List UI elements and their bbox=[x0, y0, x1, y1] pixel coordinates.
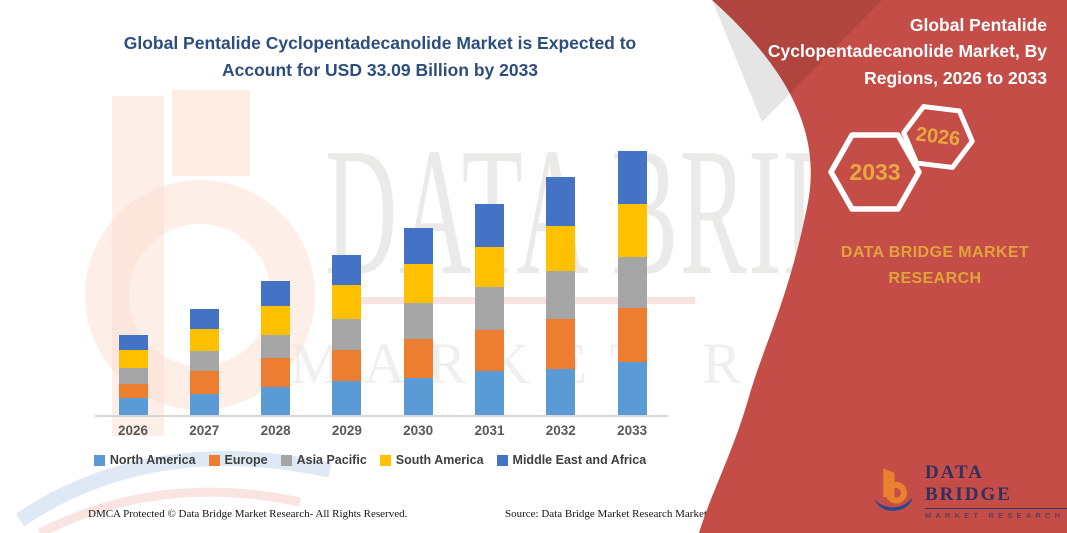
x-axis-label: 2028 bbox=[260, 423, 291, 438]
data-bridge-logo: DATA BRIDGE MARKET RESEARCH bbox=[872, 462, 1067, 520]
bar-segment bbox=[617, 308, 647, 362]
bar-segment bbox=[332, 319, 362, 350]
bar-segment bbox=[546, 368, 576, 415]
x-axis-label: 2029 bbox=[331, 423, 362, 438]
panel-brand-line2: RESEARCH bbox=[888, 270, 982, 288]
bar-segment bbox=[546, 177, 576, 226]
bar-segment bbox=[261, 305, 291, 336]
bar-segment bbox=[475, 204, 504, 247]
legend-label: North America bbox=[109, 453, 196, 467]
bar-segment bbox=[189, 393, 219, 415]
logo-tagline-text: MARKET RESEARCH bbox=[924, 511, 1065, 520]
legend-swatch-icon bbox=[208, 454, 220, 466]
legend-item: South America bbox=[379, 453, 484, 467]
bar-segment bbox=[118, 350, 148, 368]
bar-segment bbox=[189, 350, 219, 372]
x-axis-label: 2027 bbox=[189, 423, 220, 438]
x-axis-line bbox=[95, 415, 668, 417]
bar-segment bbox=[475, 329, 504, 372]
bar-segment bbox=[118, 398, 148, 415]
legend-swatch-icon bbox=[379, 454, 391, 466]
bar-2026 bbox=[118, 335, 148, 415]
bar-2028 bbox=[261, 281, 291, 415]
legend-item: Middle East and Africa bbox=[496, 453, 647, 467]
bar-segment bbox=[403, 377, 433, 415]
bar-segment bbox=[546, 271, 576, 320]
legend-label: Middle East and Africa bbox=[512, 453, 647, 467]
panel-brand-text: DATA BRIDGE MARKET RESEARCH bbox=[800, 240, 1067, 293]
bar-segment bbox=[475, 286, 504, 330]
panel-brand-line1: DATA BRIDGE MARKET bbox=[840, 244, 1030, 261]
bar-segment bbox=[332, 254, 362, 286]
bar-segment bbox=[189, 329, 219, 351]
chart-title: Global Pentalide Cyclopentadecanolide Ma… bbox=[123, 33, 637, 81]
bar-segment bbox=[475, 371, 504, 415]
bar-2033 bbox=[617, 151, 647, 415]
bar-segment bbox=[261, 358, 291, 388]
x-axis-label: 2030 bbox=[403, 423, 434, 438]
x-axis-label: 2031 bbox=[474, 423, 505, 438]
bar-segment bbox=[332, 285, 362, 320]
legend-item: North America bbox=[93, 453, 196, 467]
bar-segment bbox=[189, 371, 219, 394]
legend-label: South America bbox=[395, 453, 484, 467]
bar-segment bbox=[546, 225, 576, 272]
bar-segment bbox=[118, 367, 148, 384]
bar-2032 bbox=[546, 177, 576, 415]
footer-source-text: Source: Data Bridge Market Research Mark… bbox=[505, 508, 801, 520]
bar-segment bbox=[403, 228, 433, 265]
legend-swatch-icon bbox=[280, 454, 292, 466]
x-axis-label: 2026 bbox=[117, 423, 149, 438]
legend-item: Europe bbox=[208, 453, 268, 467]
bar-segment bbox=[403, 339, 433, 378]
chart-legend: North America Europe Asia Pacific South Ame… bbox=[60, 453, 680, 467]
bar-segment bbox=[189, 309, 219, 330]
legend-label: Europe bbox=[224, 453, 268, 467]
bar-2027 bbox=[189, 309, 219, 415]
bar-segment bbox=[332, 380, 362, 415]
bar-segment bbox=[118, 383, 148, 399]
footer-dmca-text: DMCA Protected © Data Bridge Market Rese… bbox=[88, 508, 408, 520]
x-axis-label: 2033 bbox=[617, 423, 648, 438]
bar-segment bbox=[261, 281, 291, 306]
bar-segment bbox=[546, 319, 576, 369]
bar-segment bbox=[261, 335, 291, 359]
bar-segment bbox=[617, 203, 647, 258]
bar-segment bbox=[617, 151, 647, 204]
bar-segment bbox=[403, 302, 433, 340]
bar-segment bbox=[118, 335, 148, 351]
hexagon-year-label: 2026 bbox=[914, 122, 962, 151]
legend-swatch-icon bbox=[93, 454, 105, 466]
legend-label: Asia Pacific bbox=[296, 453, 367, 467]
legend-item: Asia Pacific bbox=[280, 453, 367, 467]
bar-segment bbox=[261, 387, 291, 415]
bar-2029 bbox=[332, 254, 362, 415]
data-bridge-logo-icon bbox=[874, 468, 913, 511]
bar-segment bbox=[332, 349, 362, 381]
bar-segment bbox=[617, 257, 647, 309]
hexagon-badge-2026: 2026 bbox=[897, 102, 978, 173]
bar-segment bbox=[617, 361, 647, 415]
bar-2031 bbox=[475, 204, 504, 415]
logo-brand-text: DATA BRIDGE bbox=[924, 462, 1067, 509]
bar-segment bbox=[475, 246, 504, 287]
legend-swatch-icon bbox=[496, 454, 508, 466]
panel-heading: Global Pentalide Cyclopentadecanolide Ma… bbox=[767, 15, 1047, 88]
x-axis-label: 2032 bbox=[545, 423, 576, 438]
bar-segment bbox=[403, 264, 433, 303]
bar-2030 bbox=[403, 228, 433, 415]
